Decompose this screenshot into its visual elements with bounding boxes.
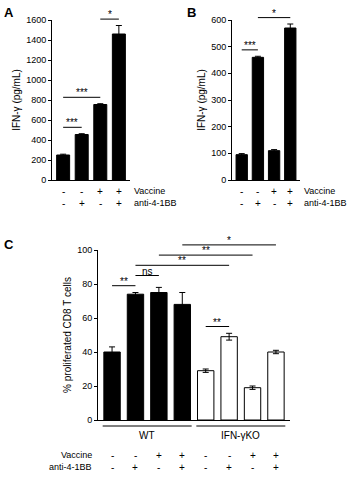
svg-text:-: -	[228, 450, 231, 461]
svg-text:-: -	[111, 462, 114, 473]
svg-text:+: +	[132, 462, 138, 473]
svg-text:***: ***	[244, 40, 256, 51]
svg-text:20: 20	[82, 381, 92, 391]
svg-text:+: +	[255, 198, 261, 209]
svg-text:500: 500	[211, 42, 226, 52]
svg-text:-: -	[80, 186, 83, 197]
svg-text:+: +	[250, 450, 256, 461]
svg-text:anti-4-1BB: anti-4-1BB	[304, 198, 347, 208]
svg-text:-: -	[204, 462, 207, 473]
svg-text:-: -	[62, 186, 65, 197]
svg-text:-: -	[240, 186, 243, 197]
svg-text:200: 200	[31, 155, 46, 165]
svg-text:IFN-γ (pg/mL): IFN-γ (pg/mL)	[196, 69, 207, 131]
svg-text:-: -	[99, 198, 102, 209]
svg-text:1400: 1400	[26, 35, 46, 45]
svg-text:B: B	[187, 5, 196, 20]
svg-text:1200: 1200	[26, 55, 46, 65]
svg-text:-: -	[204, 450, 207, 461]
svg-text:+: +	[116, 198, 122, 209]
svg-text:-: -	[157, 462, 160, 473]
svg-text:**: **	[178, 255, 186, 266]
svg-text:+: +	[287, 186, 293, 197]
svg-text:100: 100	[211, 148, 226, 158]
svg-text:IFN-γKO: IFN-γKO	[221, 430, 260, 441]
svg-text:+: +	[97, 186, 103, 197]
svg-text:60: 60	[82, 313, 92, 323]
svg-text:400: 400	[31, 135, 46, 145]
svg-text:-: -	[62, 198, 65, 209]
svg-text:+: +	[156, 450, 162, 461]
svg-text:80: 80	[82, 279, 92, 289]
svg-text:***: ***	[76, 87, 88, 98]
svg-text:-: -	[134, 450, 137, 461]
svg-text:600: 600	[211, 15, 226, 25]
svg-text:+: +	[79, 198, 85, 209]
svg-text:300: 300	[211, 95, 226, 105]
svg-text:-: -	[256, 186, 259, 197]
svg-text:+: +	[179, 462, 185, 473]
svg-text:*: *	[272, 8, 276, 19]
svg-text:+: +	[226, 462, 232, 473]
svg-text:***: ***	[66, 117, 78, 128]
svg-text:**: **	[202, 245, 210, 256]
svg-text:IFN-γ (pg/mL): IFN-γ (pg/mL)	[11, 69, 22, 131]
svg-text:% proliferated CD8 T cells: % proliferated CD8 T cells	[62, 277, 73, 393]
svg-text:-: -	[111, 450, 114, 461]
svg-text:A: A	[4, 5, 14, 20]
svg-text:Vaccine: Vaccine	[304, 186, 335, 196]
svg-text:*: *	[227, 235, 231, 246]
svg-text:Vaccine: Vaccine	[61, 450, 92, 460]
svg-text:+: +	[287, 198, 293, 209]
svg-text:0: 0	[221, 175, 226, 185]
svg-text:800: 800	[31, 95, 46, 105]
svg-text:400: 400	[211, 68, 226, 78]
svg-text:+: +	[271, 186, 277, 197]
svg-text:anti-4-1BB: anti-4-1BB	[49, 462, 92, 472]
svg-text:C: C	[4, 237, 14, 252]
svg-text:1000: 1000	[26, 75, 46, 85]
svg-text:200: 200	[211, 122, 226, 132]
svg-text:ns: ns	[142, 266, 153, 277]
svg-text:100: 100	[77, 245, 92, 255]
svg-text:+: +	[273, 450, 279, 461]
svg-text:0: 0	[41, 175, 46, 185]
svg-text:+: +	[179, 450, 185, 461]
svg-text:-: -	[251, 462, 254, 473]
svg-text:Vaccine: Vaccine	[134, 186, 165, 196]
svg-text:anti-4-1BB: anti-4-1BB	[134, 198, 177, 208]
svg-text:+: +	[273, 462, 279, 473]
svg-text:0: 0	[87, 415, 92, 425]
svg-text:*: *	[108, 9, 112, 20]
svg-text:600: 600	[31, 115, 46, 125]
svg-text:WT: WT	[139, 430, 155, 441]
svg-text:-: -	[273, 198, 276, 209]
svg-text:1600: 1600	[26, 15, 46, 25]
svg-text:40: 40	[82, 347, 92, 357]
svg-text:**: **	[120, 276, 128, 287]
svg-text:-: -	[240, 198, 243, 209]
svg-text:+: +	[116, 186, 122, 197]
svg-text:**: **	[213, 317, 221, 328]
